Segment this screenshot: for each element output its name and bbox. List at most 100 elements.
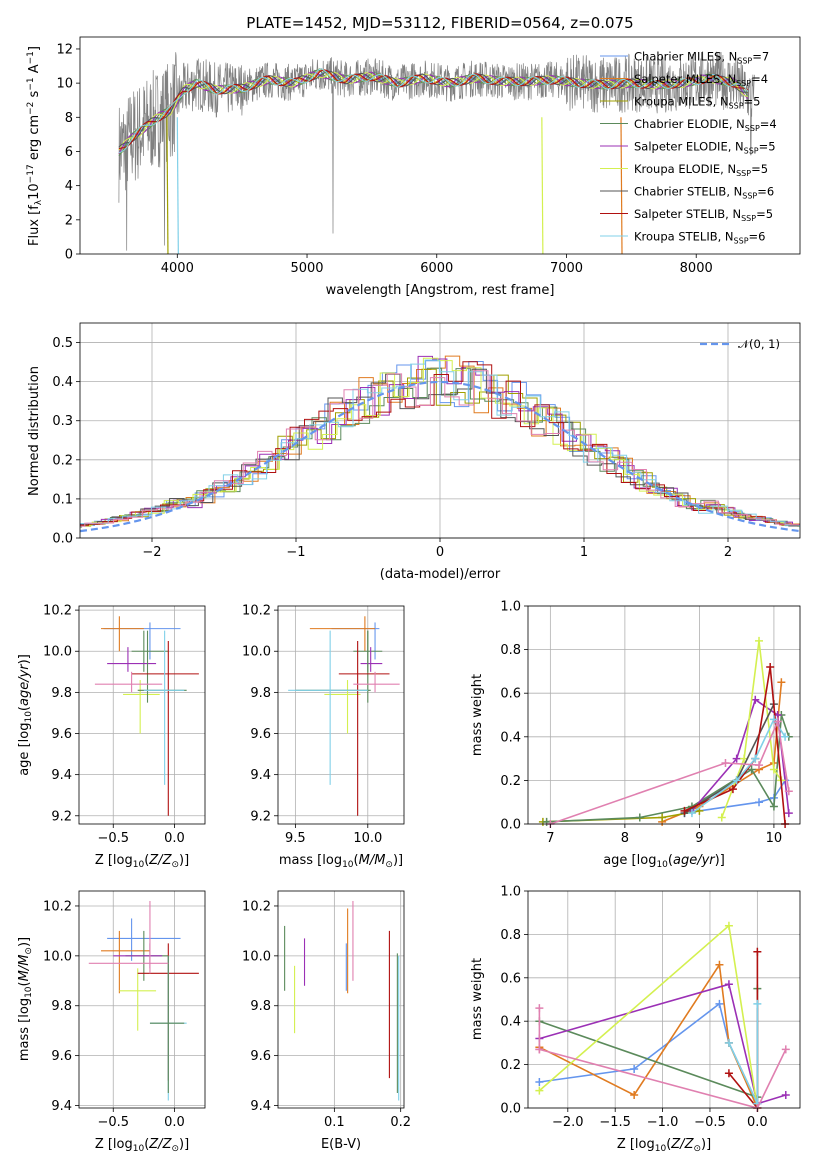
y-tick-label: 1.0 <box>500 885 521 900</box>
z-mass-panel: −0.5 0.0 9.4 9.6 9.8 10.0 10.2 Z [log10(Z/Z⊙)]… <box>17 890 206 1154</box>
y-tick-label: 0.0 <box>500 818 521 833</box>
model-spectrum-6 <box>118 71 748 151</box>
weight-line-1 <box>539 1002 759 1105</box>
ebv-mass-panel: 0.1 0.2 9.4 9.6 9.8 10.0 10.2 E(B-V) <box>242 890 411 1152</box>
normal-curve <box>79 380 801 533</box>
z-age-axes <box>78 605 206 825</box>
x-tick-label: 7000 <box>550 261 583 276</box>
z-weight-ylabel: mass weight <box>470 958 485 1040</box>
weight-marker <box>715 960 724 969</box>
weight-marker <box>784 809 793 818</box>
y-tick-label: 9.4 <box>51 768 72 783</box>
y-tick-label: 9.6 <box>51 727 72 742</box>
weight-marker <box>751 695 760 704</box>
x-tick-label: 0.0 <box>164 831 185 846</box>
weight-marker <box>715 999 724 1008</box>
ebv-mass-xlabel: E(B-V) <box>321 1137 361 1152</box>
residual-histogram-1 <box>80 360 800 527</box>
weight-marker <box>773 717 782 726</box>
y-tick-label: 10.2 <box>43 899 72 914</box>
weight-marker <box>755 798 764 807</box>
model-spectrum-8 <box>118 69 749 150</box>
weight-marker <box>717 813 726 822</box>
x-tick-label: 0.0 <box>164 1115 185 1130</box>
weight-marker <box>630 1090 639 1099</box>
model-dropout <box>541 117 544 255</box>
y-tick-label: 9.2 <box>51 809 72 824</box>
weight-marker <box>724 921 733 930</box>
mass-age-xlabel: mass [log10(M/M⊙)] <box>279 853 403 870</box>
y-tick-label: 0.8 <box>500 928 521 943</box>
x-tick-label: 7 <box>546 831 554 846</box>
x-tick-label: −0.5 <box>694 1115 726 1130</box>
weight-marker <box>724 1038 733 1047</box>
weight-marker <box>732 754 741 763</box>
weight-marker <box>728 785 737 794</box>
x-tick-label: −1.5 <box>599 1115 631 1130</box>
residual-histogram-6 <box>80 357 800 527</box>
weight-marker <box>721 758 730 767</box>
mass-age-panel: 9.5 10.0 9.2 9.4 9.6 9.8 10.0 10.2 mass [log10(… <box>242 604 405 870</box>
ebv-mass-axes <box>277 890 405 1109</box>
residuals-xlabel: (data-model)/error <box>380 567 501 582</box>
x-tick-label: 0.1 <box>324 1115 345 1130</box>
model-dropout <box>176 117 179 255</box>
weight-marker <box>751 754 760 763</box>
age-weight-ylabel: mass weight <box>470 674 485 756</box>
weight-line-5 <box>538 924 759 1109</box>
x-tick-label: 9 <box>695 831 703 846</box>
y-tick-label: 0.3 <box>52 414 73 429</box>
legend-label: Kroupa MILES, NSSP=5 <box>634 95 760 111</box>
x-tick-label: 0.0 <box>747 1115 768 1130</box>
legend-label: Chabrier STELIB, NSSP=6 <box>634 185 774 201</box>
residual-histogram-4 <box>80 367 800 528</box>
residuals-legend: 𝒩(0, 1) <box>700 337 780 351</box>
z-weight-panel: −2.0 −1.5 −1.0 −0.5 0.0 0.0 0.2 0.4 0.6 0.8 1.0 Z … <box>470 885 801 1154</box>
y-tick-label: 10.0 <box>43 645 72 660</box>
y-tick-label: 9.8 <box>51 686 72 701</box>
x-tick-label: 0.2 <box>390 1115 411 1130</box>
residuals-panel: 𝒩(0, 1) −2 −1 0 1 2 0.0 0.1 0.2 0.3 0.4 0.5 (data-… <box>27 322 801 582</box>
weight-marker <box>732 776 741 785</box>
spectrum-title: PLATE=1452, MJD=53112, FIBERID=0564, z=0… <box>246 14 633 32</box>
weight-marker <box>755 636 764 645</box>
y-tick-label: 0.6 <box>500 971 521 986</box>
x-tick-label: −2.0 <box>552 1115 584 1130</box>
mass-age-axes <box>277 605 405 825</box>
weight-line-1 <box>684 779 786 814</box>
x-tick-label: 5000 <box>290 261 323 276</box>
z-age-panel: −0.5 0.0 9.2 9.4 9.6 9.8 10.0 10.2 Z [log10(Z/Z… <box>17 604 206 870</box>
z-mass-axes <box>78 890 206 1109</box>
y-tick-label: 9.4 <box>250 768 271 783</box>
y-tick-label: 9.8 <box>250 999 271 1014</box>
y-tick-label: 12 <box>56 42 73 57</box>
y-tick-label: 9.6 <box>51 1049 72 1064</box>
y-tick-label: 9.4 <box>51 1099 72 1114</box>
weight-marker <box>781 1045 790 1054</box>
weight-marker <box>535 1077 544 1086</box>
weight-marker <box>747 765 756 774</box>
y-tick-label: 0.4 <box>52 375 73 390</box>
residuals-ylabel: Normed distribution <box>27 366 42 496</box>
spectrum-xlabel: wavelength [Angstrom, rest frame] <box>326 283 555 298</box>
y-tick-label: 10.2 <box>43 604 72 619</box>
y-tick-label: 0.8 <box>500 643 521 658</box>
weight-marker <box>535 1086 544 1095</box>
x-tick-label: 6000 <box>420 261 453 276</box>
y-tick-label: 0.5 <box>52 336 73 351</box>
model-dropout <box>620 117 623 255</box>
legend-label: 𝒩(0, 1) <box>738 337 780 351</box>
residual-histogram-8 <box>80 361 800 526</box>
y-tick-label: 4 <box>65 179 73 194</box>
x-tick-label: 2 <box>724 545 732 560</box>
y-tick-label: 0.1 <box>52 492 73 507</box>
spectrum-legend: Chabrier MILES, NSSP=7 Salpeter MILES, NS… <box>600 50 777 246</box>
z-weight-xlabel: Z [log10(Z/Z⊙)] <box>617 1137 711 1154</box>
z-age-xlabel: Z [log10(Z/Z⊙)] <box>95 853 189 870</box>
z-weight-axes <box>527 890 801 1109</box>
model-spectrum-9 <box>118 68 749 154</box>
x-tick-label: 0 <box>436 545 444 560</box>
weight-marker <box>769 765 778 774</box>
y-tick-label: 10.0 <box>242 949 271 964</box>
